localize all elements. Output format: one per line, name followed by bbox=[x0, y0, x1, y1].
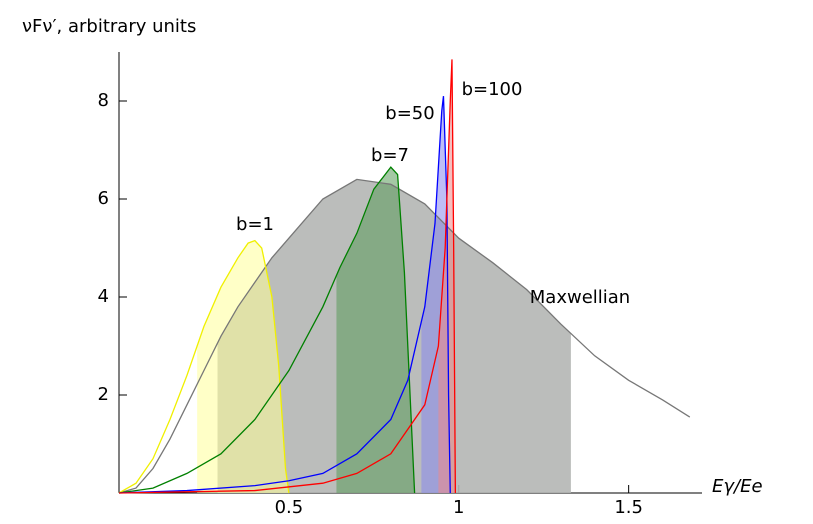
series-line bbox=[118, 166, 416, 494]
series-label: b=50 bbox=[385, 103, 434, 124]
shaded-area bbox=[336, 167, 415, 493]
series-label: b=1 bbox=[236, 214, 274, 235]
series-label: b=100 bbox=[462, 79, 523, 100]
shaded-area bbox=[438, 59, 456, 493]
shaded-area bbox=[197, 240, 289, 493]
series-line bbox=[118, 239, 290, 494]
y-tick-label: 6 bbox=[98, 188, 109, 209]
x-tick-label: 1.5 bbox=[614, 497, 643, 518]
y-tick-label: 2 bbox=[98, 384, 109, 405]
series-line bbox=[118, 178, 691, 494]
x-tick-label: 1 bbox=[453, 497, 464, 518]
x-axis-label: Eγ/Ee bbox=[712, 476, 763, 497]
series-line bbox=[118, 59, 457, 494]
y-tick-label: 8 bbox=[98, 90, 109, 111]
series-label: b=7 bbox=[371, 145, 409, 166]
series-line bbox=[118, 96, 451, 494]
series-label: Maxwellian bbox=[530, 287, 630, 308]
y-tick-label: 4 bbox=[98, 286, 109, 307]
x-tick-label: 0.5 bbox=[275, 497, 304, 518]
y-axis-label: νFν′, arbitrary units bbox=[22, 16, 196, 37]
